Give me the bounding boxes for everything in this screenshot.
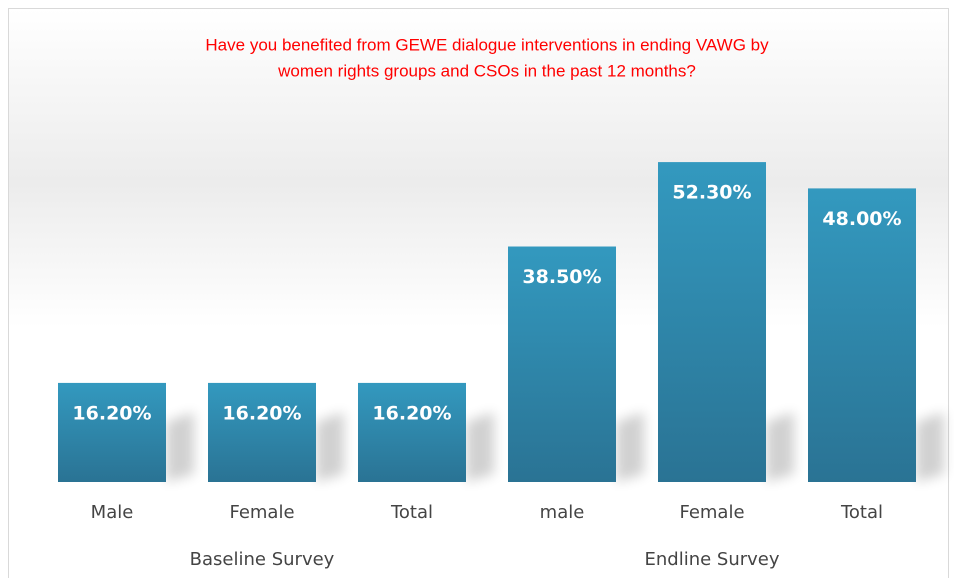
bar-shadow (466, 412, 494, 482)
x-tick-label: Total (840, 502, 883, 523)
x-tick-label: male (540, 502, 585, 523)
x-tick-label: Total (390, 502, 433, 523)
group-label: Endline Survey (644, 549, 779, 570)
bar-shadow (766, 412, 794, 482)
x-tick-label: Male (91, 502, 134, 523)
chart-frame (8, 8, 949, 583)
bar (358, 382, 466, 482)
group-label: Baseline Survey (190, 549, 335, 570)
x-tick-label: Female (229, 502, 294, 523)
chart-title: Have you benefited from GEWE dialogue in… (205, 35, 769, 54)
value-label: 38.50% (522, 266, 601, 288)
bar (58, 382, 166, 482)
value-label: 16.20% (72, 402, 151, 424)
bar-shadow (316, 412, 344, 482)
bar-shadow (616, 412, 644, 482)
value-label: 16.20% (222, 402, 301, 424)
value-label: 16.20% (372, 402, 451, 424)
bar (208, 382, 316, 482)
bar (808, 188, 916, 482)
bar (508, 246, 616, 482)
bar-shadow (166, 412, 194, 482)
x-tick-label: Female (679, 502, 744, 523)
value-label: 48.00% (822, 208, 901, 230)
value-label: 52.30% (672, 182, 751, 204)
chart-title: women rights groups and CSOs in the past… (277, 61, 696, 80)
bar-shadow (916, 412, 944, 482)
bar (658, 162, 766, 482)
